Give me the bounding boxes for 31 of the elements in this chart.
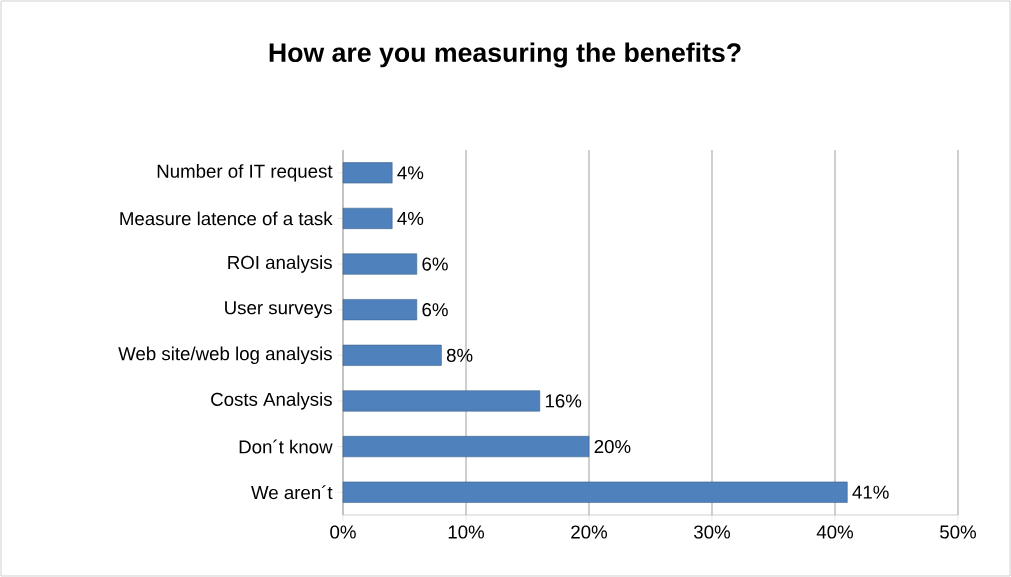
y-tick-label: Number of IT request bbox=[157, 164, 333, 182]
data-label: 8% bbox=[446, 348, 473, 362]
y-tick-label: Measure latence of a task bbox=[120, 211, 333, 226]
bar bbox=[342, 481, 848, 503]
bar bbox=[342, 253, 418, 275]
chart-title: How are you measuring the benefits? bbox=[269, 42, 741, 68]
bar bbox=[342, 436, 590, 458]
bar bbox=[342, 390, 541, 412]
y-tick-label: ROI analysis bbox=[228, 255, 332, 273]
data-label: 6% bbox=[422, 257, 448, 271]
y-tick-label: Web site/web log analysis bbox=[118, 346, 332, 364]
x-tick-label: 20% bbox=[571, 525, 608, 539]
bar bbox=[342, 162, 393, 184]
y-tick-label: User surveys bbox=[225, 301, 332, 319]
data-label: 6% bbox=[422, 303, 448, 317]
x-tick-label: 0% bbox=[330, 525, 356, 539]
bar bbox=[342, 207, 393, 229]
data-label: 20% bbox=[594, 439, 631, 454]
y-tick-label: Costs Analysis bbox=[211, 392, 332, 410]
x-tick-label: 10% bbox=[448, 525, 485, 539]
bar bbox=[342, 299, 418, 321]
data-label: 4% bbox=[397, 166, 424, 180]
y-tick-label: We aren´t bbox=[251, 485, 333, 500]
x-tick-label: 30% bbox=[694, 525, 731, 539]
data-label: 16% bbox=[545, 394, 582, 408]
y-tick-label: Don´t know bbox=[239, 439, 333, 454]
x-tick-label: 50% bbox=[940, 525, 976, 539]
data-label: 4% bbox=[397, 211, 424, 225]
bar bbox=[342, 344, 442, 366]
data-label: 41% bbox=[852, 485, 889, 499]
x-tick-label: 40% bbox=[816, 525, 853, 539]
